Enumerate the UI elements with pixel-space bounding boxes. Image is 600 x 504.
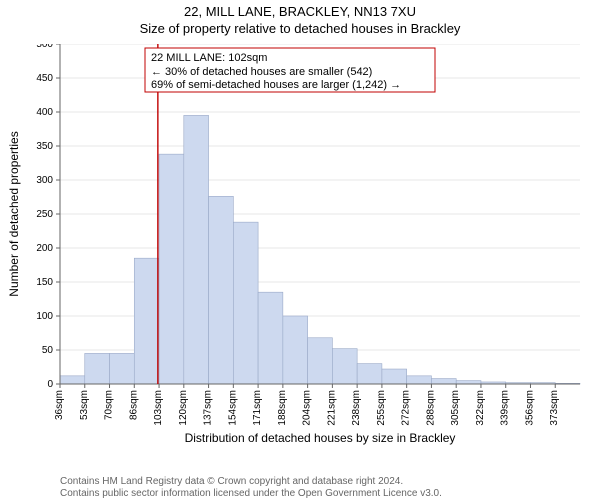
svg-text:400: 400 — [36, 107, 53, 118]
x-tick-label: 103sqm — [153, 390, 164, 426]
address-line: 22, MILL LANE, BRACKLEY, NN13 7XU — [0, 4, 600, 19]
histogram-bar — [233, 222, 258, 384]
x-tick-label: 238sqm — [351, 390, 362, 426]
histogram-bar — [283, 316, 308, 384]
x-tick-label: 356sqm — [524, 390, 535, 426]
svg-text:150: 150 — [36, 277, 53, 288]
x-tick-label: 204sqm — [302, 390, 313, 426]
x-tick-label: 272sqm — [401, 390, 412, 426]
annotation-line-1: 22 MILL LANE: 102sqm — [151, 52, 267, 64]
svg-text:300: 300 — [36, 175, 53, 186]
x-tick-label: 36sqm — [54, 390, 65, 420]
x-tick-label: 120sqm — [178, 390, 189, 426]
histogram-svg: 0 50 100 150 200 250 300 350 400 450 500 36sqm 53sqm… — [0, 44, 600, 464]
histogram-bar — [431, 379, 456, 384]
x-axis-label: Distribution of detached houses by size … — [185, 431, 456, 445]
x-tick-label: 137sqm — [203, 390, 214, 426]
svg-text:0: 0 — [47, 379, 53, 390]
x-tick-label: 154sqm — [227, 390, 238, 426]
histogram-bar — [134, 258, 159, 384]
histogram-bar — [357, 364, 382, 384]
histogram-bar — [85, 353, 110, 384]
footer-line-1: Contains HM Land Registry data © Crown c… — [60, 476, 442, 488]
x-tick-label: 86sqm — [128, 390, 139, 420]
x-tick-label: 70sqm — [104, 390, 115, 420]
x-tick-label: 171sqm — [252, 390, 263, 426]
x-tick-label: 373sqm — [549, 390, 560, 426]
x-tick-label: 188sqm — [277, 390, 288, 426]
annotation-line-2: ← 30% of detached houses are smaller (54… — [151, 66, 372, 78]
annotation-line-3: 69% of semi-detached houses are larger (… — [151, 79, 401, 91]
histogram-bar — [110, 353, 135, 384]
x-tick-label: 322sqm — [475, 390, 486, 426]
x-tick-label: 339sqm — [500, 390, 511, 426]
y-axis-label: Number of detached properties — [7, 131, 21, 296]
svg-text:250: 250 — [36, 209, 53, 220]
histogram-bar — [456, 381, 481, 384]
x-tick-label: 53sqm — [79, 390, 90, 420]
histogram-bar — [159, 154, 184, 384]
histogram-bar — [308, 338, 333, 384]
chart-container: 0 50 100 150 200 250 300 350 400 450 500 36sqm 53sqm… — [0, 44, 600, 464]
footer-attribution: Contains HM Land Registry data © Crown c… — [60, 476, 442, 500]
histogram-bar — [382, 369, 407, 384]
histogram-bar — [60, 376, 85, 384]
histogram-bar — [407, 376, 432, 384]
histogram-bar — [332, 349, 357, 384]
footer-line-2: Contains public sector information licen… — [60, 488, 442, 500]
histogram-bar — [209, 196, 234, 384]
svg-text:200: 200 — [36, 243, 53, 254]
svg-text:350: 350 — [36, 141, 53, 152]
svg-text:100: 100 — [36, 311, 53, 322]
x-tick-label: 255sqm — [376, 390, 387, 426]
histogram-bar — [184, 115, 209, 384]
x-tick-label: 305sqm — [450, 390, 461, 426]
x-tick-label: 288sqm — [425, 390, 436, 426]
svg-text:450: 450 — [36, 73, 53, 84]
x-tick-label: 221sqm — [326, 390, 337, 426]
svg-text:500: 500 — [36, 44, 53, 50]
chart-subtitle: Size of property relative to detached ho… — [0, 21, 600, 36]
svg-text:50: 50 — [42, 345, 54, 356]
histogram-bar — [258, 292, 283, 384]
